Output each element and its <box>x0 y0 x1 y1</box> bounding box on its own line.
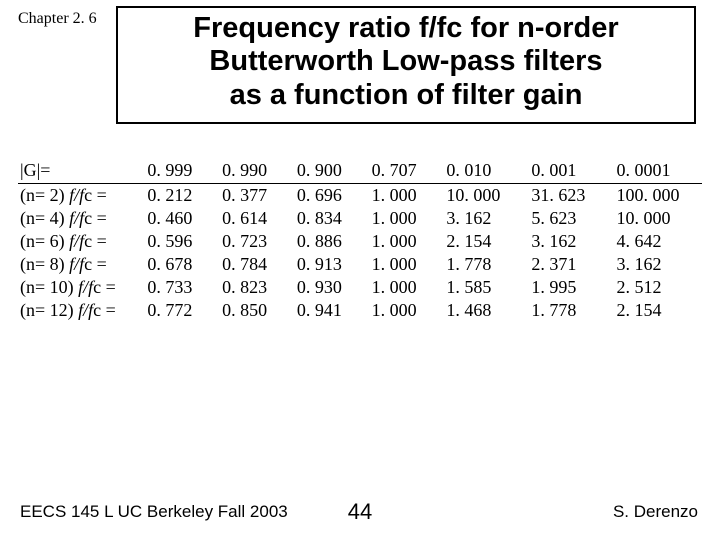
row-label: (n= 2) f/fc = <box>18 184 137 208</box>
cell: 0. 930 <box>287 276 362 299</box>
cell: 3. 162 <box>521 230 606 253</box>
gain-col-2: 0. 900 <box>287 158 362 184</box>
chapter-label: Chapter 2. 6 <box>18 10 97 28</box>
table-header-row: |G|= 0. 999 0. 990 0. 900 0. 707 0. 010 … <box>18 158 702 184</box>
cell: 1. 000 <box>362 253 437 276</box>
gain-col-4: 0. 010 <box>436 158 521 184</box>
cell: 2. 154 <box>436 230 521 253</box>
row-label: (n= 6) f/fc = <box>18 230 137 253</box>
cell: 10. 000 <box>606 207 702 230</box>
cell: 0. 834 <box>287 207 362 230</box>
cell: 10. 000 <box>436 184 521 208</box>
cell: 0. 733 <box>137 276 212 299</box>
table-row: (n= 2) f/fc =0. 2120. 3770. 6961. 00010.… <box>18 184 702 208</box>
cell: 0. 696 <box>287 184 362 208</box>
table-row: (n= 4) f/fc =0. 4600. 6140. 8341. 0003. … <box>18 207 702 230</box>
data-table-wrap: |G|= 0. 999 0. 990 0. 900 0. 707 0. 010 … <box>18 158 702 322</box>
cell: 1. 000 <box>362 230 437 253</box>
table-row: (n= 6) f/fc =0. 5960. 7230. 8861. 0002. … <box>18 230 702 253</box>
title-line-1: Frequency ratio f/fc for n-order <box>126 12 686 45</box>
cell: 1. 585 <box>436 276 521 299</box>
cell: 0. 886 <box>287 230 362 253</box>
cell: 1. 000 <box>362 276 437 299</box>
title-box: Frequency ratio f/fc for n-order Butterw… <box>116 6 696 124</box>
title-line-2: Butterworth Low-pass filters <box>126 45 686 78</box>
row-label: (n= 12) f/fc = <box>18 299 137 322</box>
cell: 100. 000 <box>606 184 702 208</box>
cell: 1. 000 <box>362 299 437 322</box>
cell: 5. 623 <box>521 207 606 230</box>
row-label: (n= 10) f/fc = <box>18 276 137 299</box>
cell: 1. 468 <box>436 299 521 322</box>
cell: 1. 995 <box>521 276 606 299</box>
gain-col-1: 0. 990 <box>212 158 287 184</box>
table-row: (n= 12) f/fc =0. 7720. 8500. 9411. 0001.… <box>18 299 702 322</box>
cell: 0. 913 <box>287 253 362 276</box>
gain-col-3: 0. 707 <box>362 158 437 184</box>
gain-col-5: 0. 001 <box>521 158 606 184</box>
cell: 0. 460 <box>137 207 212 230</box>
cell: 0. 823 <box>212 276 287 299</box>
cell: 0. 614 <box>212 207 287 230</box>
cell: 0. 941 <box>287 299 362 322</box>
header-label: |G|= <box>18 158 137 184</box>
gain-col-0: 0. 999 <box>137 158 212 184</box>
cell: 0. 772 <box>137 299 212 322</box>
cell: 1. 000 <box>362 207 437 230</box>
cell: 2. 154 <box>606 299 702 322</box>
cell: 4. 642 <box>606 230 702 253</box>
cell: 0. 212 <box>137 184 212 208</box>
cell: 1. 778 <box>436 253 521 276</box>
cell: 0. 850 <box>212 299 287 322</box>
row-label: (n= 4) f/fc = <box>18 207 137 230</box>
cell: 0. 377 <box>212 184 287 208</box>
gain-col-6: 0. 0001 <box>606 158 702 184</box>
table-row: (n= 10) f/fc =0. 7330. 8230. 9301. 0001.… <box>18 276 702 299</box>
cell: 2. 512 <box>606 276 702 299</box>
cell: 2. 371 <box>521 253 606 276</box>
cell: 0. 678 <box>137 253 212 276</box>
cell: 1. 778 <box>521 299 606 322</box>
cell: 1. 000 <box>362 184 437 208</box>
cell: 0. 723 <box>212 230 287 253</box>
cell: 3. 162 <box>436 207 521 230</box>
data-table: |G|= 0. 999 0. 990 0. 900 0. 707 0. 010 … <box>18 158 702 322</box>
cell: 3. 162 <box>606 253 702 276</box>
cell: 0. 596 <box>137 230 212 253</box>
title-line-3: as a function of filter gain <box>126 79 686 112</box>
cell: 0. 784 <box>212 253 287 276</box>
cell: 31. 623 <box>521 184 606 208</box>
table-row: (n= 8) f/fc =0. 6780. 7840. 9131. 0001. … <box>18 253 702 276</box>
footer-right: S. Derenzo <box>613 502 698 522</box>
row-label: (n= 8) f/fc = <box>18 253 137 276</box>
